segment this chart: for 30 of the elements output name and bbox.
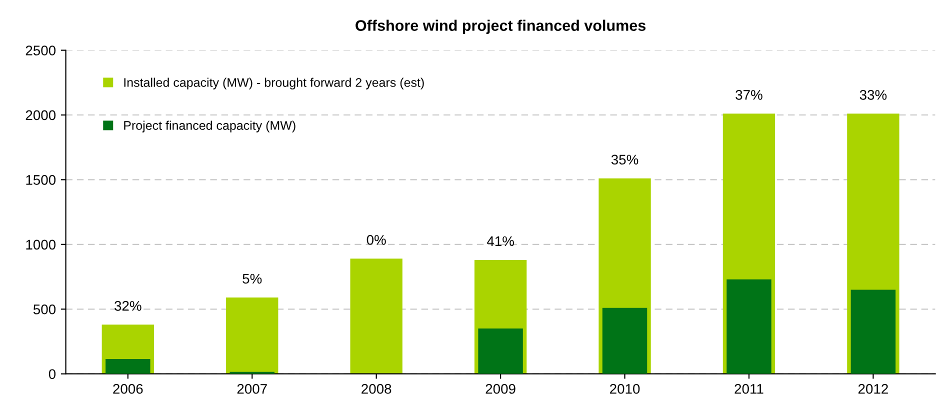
y-tick-label: 1500 [26, 175, 56, 185]
y-tick-label: 500 [33, 304, 56, 314]
bar [226, 297, 278, 374]
x-tick-label: 2008 [362, 384, 392, 394]
x-tick-label: 2009 [486, 384, 516, 394]
bar [478, 328, 523, 374]
chart-title: Offshore wind project financed volumes [356, 20, 646, 34]
annotation: 5% [242, 274, 262, 284]
legend-label: Project financed capacity (MW) [124, 120, 296, 132]
bar [850, 290, 896, 374]
x-tick-label: 2011 [734, 384, 764, 394]
bar [350, 258, 402, 374]
y-tick-label: 2500 [26, 46, 56, 56]
annotation: 33% [860, 90, 887, 100]
x-tick-label: 2012 [858, 384, 888, 394]
annotation: 35% [611, 154, 638, 165]
y-tick-label: 2000 [26, 110, 56, 120]
bar [726, 279, 772, 374]
x-tick-label: 2006 [113, 384, 143, 394]
annotation: 0% [366, 234, 386, 245]
x-tick-label: 2010 [610, 384, 640, 394]
annotation: 37% [736, 90, 762, 100]
bar [106, 358, 150, 374]
y-tick-label: 0 [48, 369, 56, 380]
bar [602, 308, 648, 374]
annotation: 41% [486, 236, 514, 246]
legend-label: Installed capacity (MW) - brought forward 2 years (est) [124, 78, 424, 90]
annotation: 32% [114, 300, 142, 311]
y-tick-label: 1000 [26, 240, 56, 250]
x-tick-label: 2007 [237, 384, 267, 394]
